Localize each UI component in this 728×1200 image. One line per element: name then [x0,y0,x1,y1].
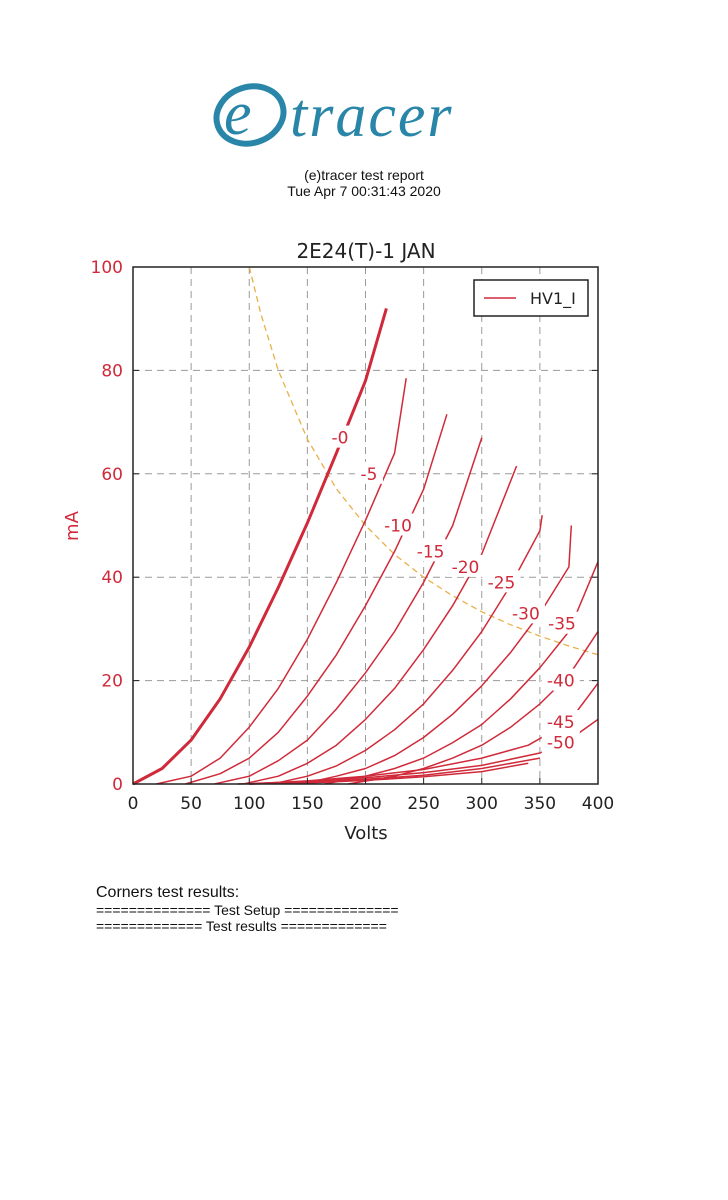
series-line [272,515,543,785]
curve-label-bg [541,730,580,753]
curve-label: -0 [331,429,348,449]
dissipation-limit [248,266,599,656]
series-line [347,631,599,785]
series [132,307,599,786]
series-line [324,561,599,785]
legend: HV1_I [473,279,589,317]
curve-label: -25 [488,573,516,593]
curve-label-bg [446,554,485,577]
y-tick-label: 40 [101,568,123,588]
series-line [301,525,573,785]
curve-label-bg [411,539,450,562]
curve-label: -5 [361,465,378,485]
series-line [243,465,518,785]
curve-label-bg [325,425,354,448]
series-line [156,378,407,785]
curve-label-bg [506,601,545,624]
series-line [214,437,483,785]
report-title: (e)tracer test report [304,167,424,183]
grid [133,267,598,784]
results-heading: Corners test results: [96,884,240,901]
svg-text:e: e [224,80,252,148]
x-tick-label: 350 [524,794,556,814]
curve-label-bg [354,461,383,484]
svg-text:tracer: tracer [290,82,454,150]
report-date: Tue Apr 7 00:31:43 2020 [287,183,441,199]
curve-label-bg [541,668,580,691]
test-results-line: ============= Test results ============= [96,918,387,934]
test-setup-line: ============== Test Setup ============== [96,902,399,918]
etracer-logo: e tracer [210,70,540,160]
curve-label: -20 [452,558,480,578]
y-tick-label: 20 [101,672,123,692]
series-line [132,307,388,786]
ticks: 0 50 100 150 200 250 300 350 400 0 20 40 60 80 100 [91,258,615,814]
curve-label: -15 [417,542,445,562]
x-axis-label: Volts [344,823,387,844]
y-tick-label: 60 [101,465,123,485]
curve-label: -40 [547,672,575,692]
y-tick-label: 100 [91,258,123,278]
curve-label-bg [541,709,580,732]
x-tick-label: 0 [128,794,139,814]
x-tick-label: 400 [582,794,614,814]
x-tick-label: 250 [407,794,439,814]
x-tick-label: 300 [466,794,498,814]
curve-label: -10 [384,517,412,537]
legend-entry: HV1_I [530,289,576,309]
chart-title: 2E24(T)-1 JAN [296,239,435,263]
y-tick-label: 80 [101,361,123,381]
y-axis-label: mA [62,510,83,541]
curve-label-bg [542,611,581,634]
curve-label: -50 [547,734,575,754]
x-tick-label: 50 [180,794,202,814]
plate-curves-chart: 2E24(T)-1 JAN 0 50 100 150 200 250 300 350 400 0 2… [62,239,615,844]
x-tick-label: 200 [349,794,381,814]
curve-label-bg [379,513,418,536]
dissipation-limit-line [248,266,599,656]
x-tick-label: 150 [291,794,323,814]
x-tick-label: 100 [233,794,265,814]
y-tick-label: 0 [112,775,123,795]
curve-label: -35 [548,615,576,635]
results-section: Corners test results: ============== Tes… [96,884,399,934]
curve-label-bg [482,570,521,593]
curve-label: -30 [512,604,540,624]
series-line [185,414,448,785]
series-line [249,762,529,785]
curve-label: -45 [547,713,575,733]
curve-labels: -0 -5 -10-15 -20 -25 -30 -35 -40 -45-50 [325,425,581,754]
